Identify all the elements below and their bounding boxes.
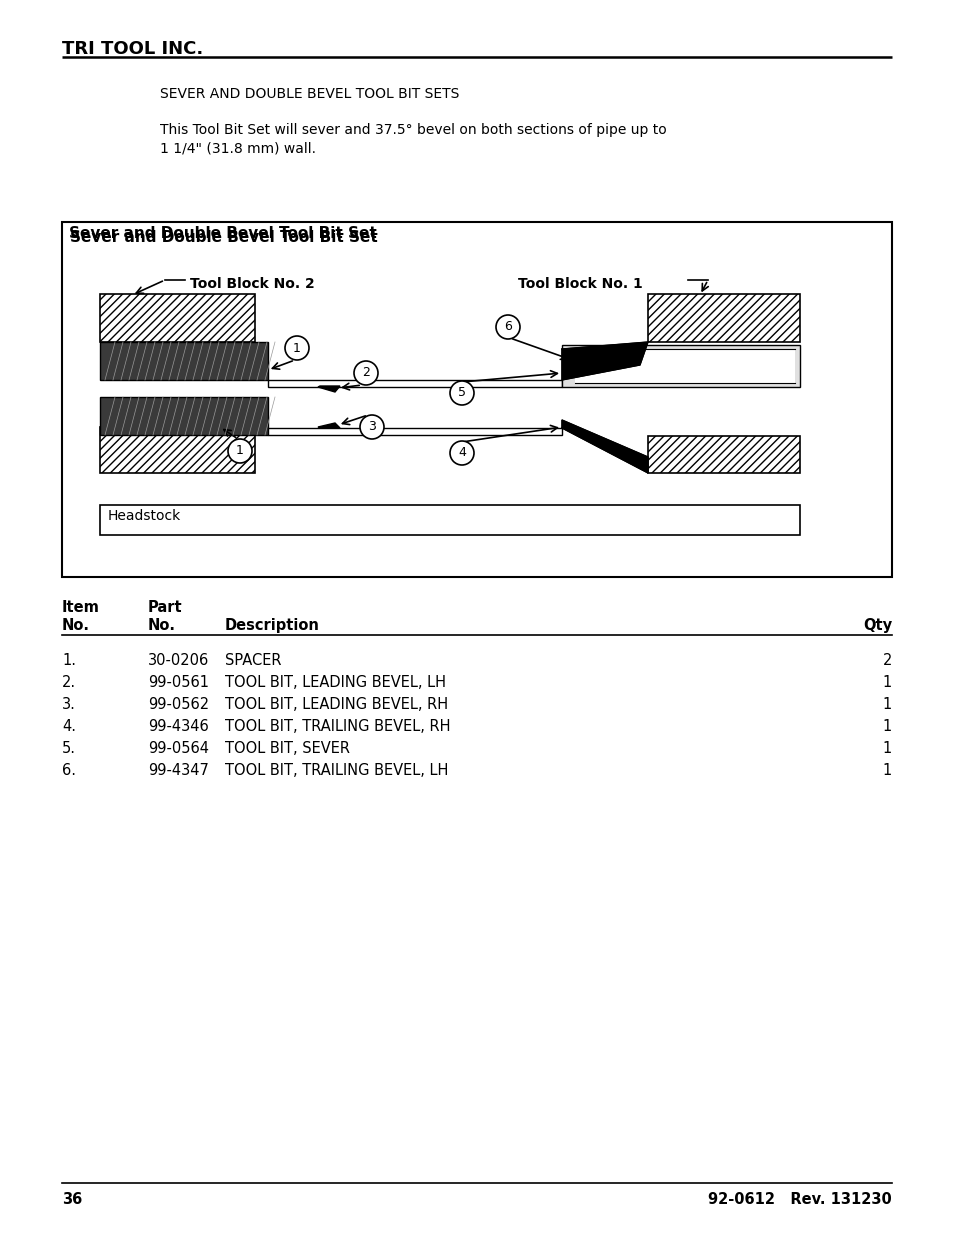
Text: 6.: 6. [62, 763, 76, 778]
Text: TOOL BIT, TRAILING BEVEL, RH: TOOL BIT, TRAILING BEVEL, RH [225, 719, 450, 734]
Circle shape [285, 336, 309, 359]
Bar [100, 342, 268, 380]
Text: 6: 6 [503, 321, 512, 333]
Circle shape [450, 382, 474, 405]
Text: 1.: 1. [62, 653, 76, 668]
Text: Item: Item [62, 600, 100, 615]
Text: 4.: 4. [62, 719, 76, 734]
Text: 92-0612   Rev. 131230: 92-0612 Rev. 131230 [707, 1192, 891, 1207]
Text: 3.: 3. [62, 697, 76, 713]
Text: 2: 2 [362, 367, 370, 379]
Bar [100, 396, 268, 435]
Text: SEVER AND DOUBLE BEVEL TOOL BIT SETS: SEVER AND DOUBLE BEVEL TOOL BIT SETS [160, 86, 459, 101]
Text: 99-0564: 99-0564 [148, 741, 209, 756]
Text: 2: 2 [882, 653, 891, 668]
Circle shape [354, 361, 377, 385]
Text: Tool Block No. 1: Tool Block No. 1 [517, 277, 642, 291]
Bar [268, 429, 561, 435]
Circle shape [450, 441, 474, 466]
Text: Qty: Qty [862, 618, 891, 634]
Text: 3: 3 [368, 420, 375, 433]
Text: 1: 1 [882, 741, 891, 756]
Text: 5.: 5. [62, 741, 76, 756]
Text: 1: 1 [882, 719, 891, 734]
Polygon shape [317, 424, 339, 429]
Text: Headstock: Headstock [108, 509, 181, 522]
Text: SPACER: SPACER [225, 653, 281, 668]
Bar [100, 427, 254, 473]
Text: 99-0561: 99-0561 [148, 676, 209, 690]
Bar [647, 436, 800, 473]
Text: TOOL BIT, TRAILING BEVEL, LH: TOOL BIT, TRAILING BEVEL, LH [225, 763, 448, 778]
Text: 30-0206: 30-0206 [148, 653, 209, 668]
Bar [647, 294, 800, 342]
Text: Sever and Double Bevel Tool Bit Set: Sever and Double Bevel Tool Bit Set [70, 230, 377, 245]
Text: Tool Block No. 2: Tool Block No. 2 [190, 277, 314, 291]
Text: TOOL BIT, SEVER: TOOL BIT, SEVER [225, 741, 350, 756]
Text: 99-4346: 99-4346 [148, 719, 209, 734]
Text: Sever and Double Bevel Tool Bit Set: Sever and Double Bevel Tool Bit Set [69, 226, 376, 241]
Text: No.: No. [148, 618, 175, 634]
Circle shape [496, 315, 519, 338]
Text: 2.: 2. [62, 676, 76, 690]
Bar [561, 345, 800, 387]
Text: 36: 36 [62, 1192, 82, 1207]
Text: TOOL BIT, LEADING BEVEL, LH: TOOL BIT, LEADING BEVEL, LH [225, 676, 446, 690]
Bar [575, 350, 794, 383]
Polygon shape [561, 420, 647, 473]
Text: No.: No. [62, 618, 90, 634]
Text: 1: 1 [293, 342, 300, 354]
Bar [100, 294, 254, 342]
Circle shape [359, 415, 384, 438]
Text: 1: 1 [235, 445, 244, 457]
Text: This Tool Bit Set will sever and 37.5° bevel on both sections of pipe up to: This Tool Bit Set will sever and 37.5° b… [160, 124, 666, 137]
Text: TOOL BIT, LEADING BEVEL, RH: TOOL BIT, LEADING BEVEL, RH [225, 697, 448, 713]
Bar [268, 380, 561, 387]
Text: Part: Part [148, 600, 182, 615]
Text: 1 1/4" (31.8 mm) wall.: 1 1/4" (31.8 mm) wall. [160, 141, 315, 156]
Polygon shape [561, 342, 647, 380]
Text: Description: Description [225, 618, 319, 634]
Text: 1: 1 [882, 763, 891, 778]
Polygon shape [317, 387, 339, 391]
Text: 4: 4 [457, 447, 465, 459]
Text: 99-4347: 99-4347 [148, 763, 209, 778]
Text: TRI TOOL INC.: TRI TOOL INC. [62, 40, 203, 58]
Bar [62, 222, 891, 577]
Circle shape [228, 438, 252, 463]
Text: 5: 5 [457, 387, 465, 399]
Bar [100, 505, 800, 535]
Text: 1: 1 [882, 697, 891, 713]
Text: 99-0562: 99-0562 [148, 697, 209, 713]
Text: 1: 1 [882, 676, 891, 690]
